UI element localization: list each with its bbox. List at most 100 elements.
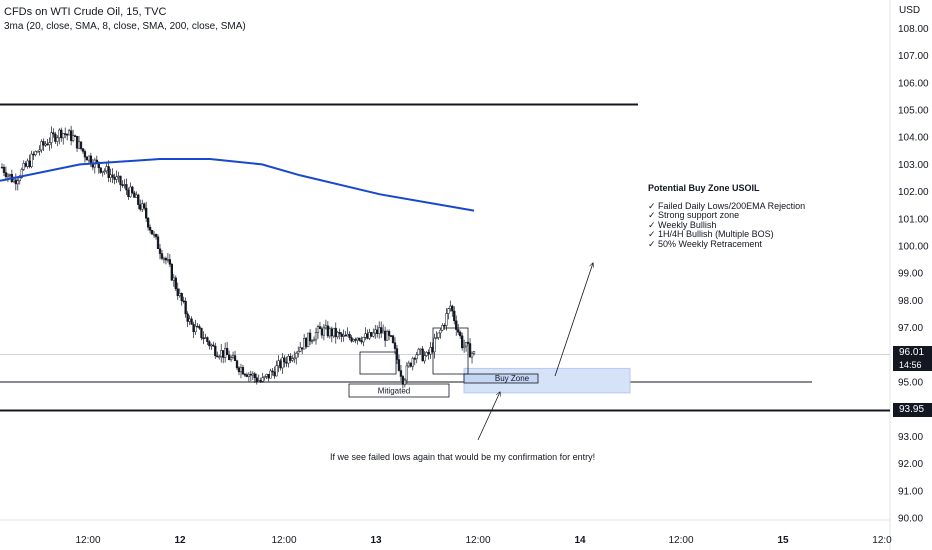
candle-body — [12, 179, 15, 182]
candle-body — [208, 341, 211, 347]
candle-body — [224, 348, 227, 358]
candle-body — [129, 186, 132, 197]
candle-body — [409, 362, 412, 367]
y-tick-label: 106.00 — [898, 78, 929, 89]
candle-body — [184, 300, 187, 315]
candle-body — [344, 334, 347, 337]
candle-body — [287, 355, 290, 364]
candle-body — [447, 308, 450, 314]
x-tick-label: 12:00 — [465, 535, 490, 546]
candle-body — [380, 327, 383, 334]
candle-body — [32, 153, 35, 156]
candle-body — [293, 357, 296, 360]
candle-body — [279, 360, 282, 369]
y-tick-label: 108.00 — [898, 24, 929, 35]
ma-200-line — [0, 157, 475, 212]
candle-body — [194, 325, 197, 333]
candle-body — [135, 194, 138, 198]
candle-body — [42, 141, 45, 146]
candle-body — [66, 133, 69, 136]
confirmation-caption[interactable]: If we see failed lows again that would b… — [330, 452, 596, 462]
y-tick-label: 97.00 — [898, 323, 923, 334]
candle-body — [8, 174, 12, 176]
candle-body — [71, 135, 75, 141]
candle-body — [433, 337, 436, 353]
x-tick-label: 14 — [574, 535, 586, 546]
candle-body — [330, 328, 333, 337]
candle-body — [77, 141, 81, 149]
candle-body — [121, 184, 124, 186]
candle-body — [281, 357, 284, 369]
horizontal-levels[interactable] — [0, 103, 890, 412]
candle-body — [143, 203, 146, 209]
candle-body — [269, 370, 272, 379]
candle-body — [303, 337, 306, 350]
candle-body — [60, 129, 63, 139]
candle-body — [462, 345, 466, 349]
entry-arrow — [477, 392, 500, 441]
x-tick-label: 12:00 — [75, 535, 100, 546]
candle-body — [340, 333, 343, 337]
candle-body — [445, 313, 448, 326]
arrows[interactable] — [477, 263, 593, 441]
candle-body — [103, 170, 106, 173]
candle-body — [459, 331, 462, 337]
candle-body — [247, 374, 251, 377]
candle-body — [437, 332, 440, 338]
candle-body — [249, 374, 252, 376]
candle-body — [431, 347, 434, 353]
ma-200-path — [0, 157, 475, 212]
candle-body — [461, 335, 464, 349]
candle-body — [166, 259, 170, 261]
candle-body — [204, 337, 207, 339]
candle-body — [391, 335, 395, 344]
candle-body — [334, 327, 337, 338]
candle-body — [464, 341, 468, 347]
candle-body — [125, 184, 128, 191]
candle-body — [50, 132, 53, 143]
candle-body — [251, 373, 254, 376]
analysis-note[interactable]: Potential Buy Zone USOIL ✓ Failed Daily … — [648, 183, 805, 249]
candle-body — [255, 377, 258, 382]
candle-body — [154, 233, 158, 238]
candle-body — [299, 347, 302, 352]
candle-body — [271, 370, 274, 373]
candle-body — [419, 348, 422, 351]
countdown-tag: 14:56 — [893, 359, 932, 371]
candle-body — [231, 355, 235, 358]
candle-body — [235, 360, 239, 369]
candle-body — [192, 324, 195, 333]
candle-body — [218, 356, 221, 358]
candle-body — [411, 358, 414, 367]
candle-body — [421, 348, 424, 362]
indicator-legend[interactable]: 3ma (20, close, SMA, 8, close, SMA, 200,… — [4, 21, 246, 32]
zones[interactable]: Buy Zone Mitigated — [348, 327, 631, 398]
candle-body — [190, 318, 193, 325]
candle-body — [141, 203, 144, 210]
candle-body — [83, 151, 87, 158]
candle-body — [316, 326, 320, 333]
candle-body — [178, 293, 181, 296]
x-tick-label: 12:0 — [872, 535, 892, 546]
candle-body — [62, 133, 65, 139]
candle-body — [352, 339, 355, 342]
candle-body — [85, 156, 89, 161]
candle-body — [253, 373, 256, 378]
candle-body — [314, 332, 318, 341]
candle-body — [364, 333, 367, 338]
buy-zone-box — [463, 373, 539, 384]
candle-body — [216, 355, 219, 358]
candle-body — [336, 332, 339, 338]
candle-body — [308, 332, 312, 342]
candle-body — [40, 141, 43, 151]
candle-body — [156, 236, 160, 250]
candle-body — [16, 180, 19, 185]
y-tick-label: 107.00 — [898, 51, 929, 62]
candle-body — [198, 326, 201, 329]
candle-body — [46, 143, 49, 146]
candle-body — [105, 166, 108, 172]
y-tick-label: 100.00 — [898, 242, 929, 253]
candle-body — [397, 359, 401, 371]
candle-body — [67, 130, 71, 136]
